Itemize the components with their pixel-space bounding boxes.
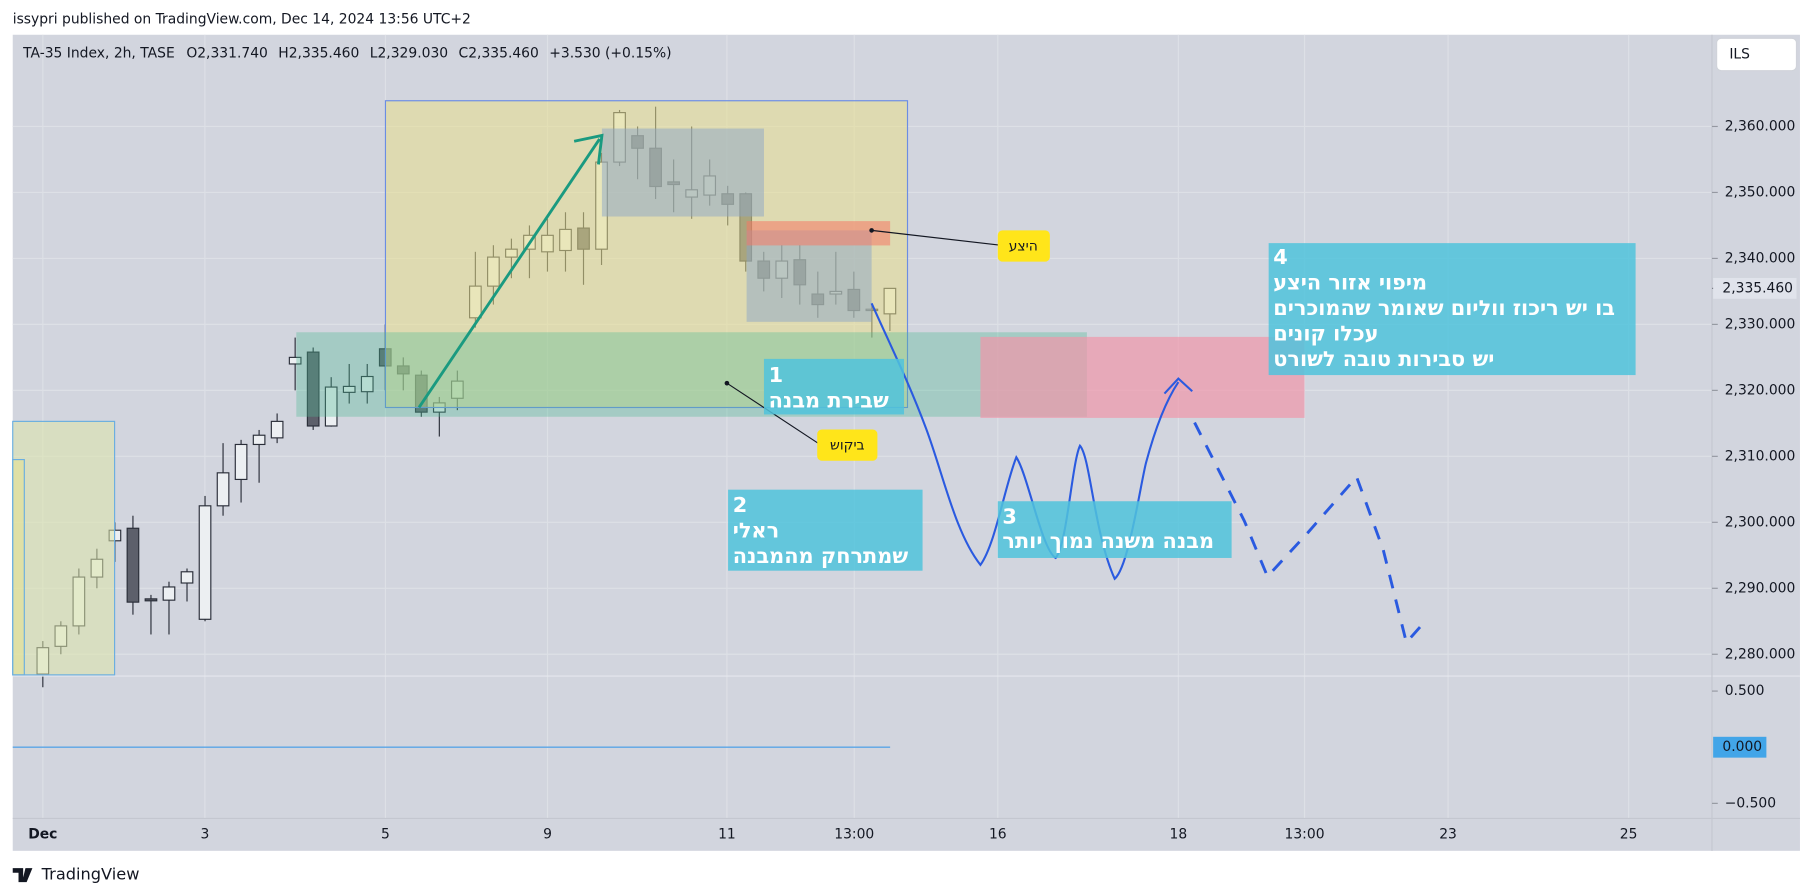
note-number: 3 [1002, 504, 1017, 528]
x-tick-label: 13:00 [1285, 827, 1325, 843]
currency-button[interactable] [1716, 37, 1798, 72]
label-box [997, 230, 1050, 262]
x-tick-label: 23 [1439, 827, 1457, 843]
range-box [746, 230, 872, 322]
note-line: שמתרחק מהמבנה [733, 544, 909, 568]
candle-body [342, 385, 356, 393]
supply-zone [746, 221, 891, 246]
brand: TradingView [41, 865, 140, 884]
publisher: issypri published on TradingView.com, De… [13, 12, 471, 28]
note-box [1268, 243, 1636, 376]
candle-body [270, 420, 284, 439]
demand-label: ביקוש [830, 438, 865, 454]
x-tick-label: 16 [989, 827, 1007, 843]
connector-dot [724, 380, 730, 386]
legend-value: H2,335.460 [278, 45, 359, 61]
y-tick-label: 2,290.000 [1725, 580, 1796, 596]
y-tick-label: −0.500 [1725, 795, 1776, 811]
zero-box [1713, 736, 1767, 758]
legend-value: +3.530 (+0.15%) [549, 45, 671, 61]
arrow [417, 138, 601, 409]
short-zone [980, 336, 1305, 418]
supply-label: היצע [1009, 239, 1038, 255]
note-box [728, 489, 923, 571]
zone-box [12, 458, 25, 676]
y-tick-label: 2,340.000 [1725, 250, 1796, 266]
x-tick-label: 9 [543, 827, 552, 843]
x-tick-label: 5 [381, 827, 390, 843]
candle-body [360, 375, 374, 393]
note-number: 4 [1273, 245, 1288, 269]
candle-body [162, 586, 176, 601]
note-line: מבנה משנה נמוך יותר [1002, 529, 1214, 553]
y-tick-label: 2,300.000 [1725, 514, 1796, 530]
currency[interactable]: ILS [1729, 46, 1750, 62]
legend-value: O2,331.740 [186, 45, 268, 61]
note-box [763, 358, 905, 415]
candle-body [126, 527, 140, 603]
note-line: מיפוי אזור היצע [1273, 271, 1427, 295]
note-line: ראלי [733, 518, 779, 542]
last-price-box [1713, 277, 1797, 299]
symbol: TA-35 Index, 2h, TASE [22, 45, 175, 61]
candle-body [216, 472, 230, 507]
note-line: שבירת מבנה [769, 389, 889, 413]
range-box [601, 128, 764, 217]
candle-body [288, 356, 302, 365]
candle-body [180, 571, 194, 584]
zone-box [12, 420, 116, 676]
note-box [997, 501, 1232, 558]
note-number: 2 [733, 493, 748, 517]
y-tick-label: 0.500 [1725, 683, 1765, 699]
candle-body [144, 598, 158, 602]
legend: TA-35 Index, 2h, TASE O2,331.740 H2,335.46… [22, 45, 671, 61]
y-tick-label: 2,330.000 [1725, 316, 1796, 332]
x-tick-label: 11 [718, 827, 736, 843]
y-tick-label: 2,350.000 [1725, 184, 1796, 200]
note-line: יש סבירות טובה לשורט [1273, 347, 1494, 371]
y-tick-label: 2,310.000 [1725, 448, 1796, 464]
x-tick-label: 18 [1170, 827, 1188, 843]
y-tick-label: 2,360.000 [1725, 118, 1796, 134]
x-tick-label: Dec [28, 827, 57, 843]
note-number: 1 [769, 363, 784, 387]
label-box [817, 429, 878, 461]
arrow-head [1163, 377, 1193, 395]
legend-value: L2,329.030 [370, 45, 448, 61]
candle-body [252, 434, 266, 446]
legend-value: C2,335.460 [459, 45, 539, 61]
note-line: עכלו קונים [1273, 322, 1378, 346]
projection-path [1193, 421, 1425, 646]
y-tick-label: 2,280.000 [1725, 646, 1796, 662]
x-tick-label: 3 [200, 827, 209, 843]
x-tick-label: 25 [1620, 827, 1638, 843]
drawings: היצע ביקוש [12, 100, 1425, 676]
candle-body [234, 443, 248, 481]
note-line: בו יש ריכוז ווליום שאומר שהמוכרים [1273, 296, 1615, 320]
zero-label: 0.000 [1722, 739, 1762, 755]
y-tick-label: 2,320.000 [1725, 382, 1796, 398]
candle-body [306, 351, 320, 427]
candle-body [198, 505, 212, 620]
connector [871, 229, 1003, 247]
candle-body [324, 386, 338, 427]
demand-zone [296, 332, 1087, 417]
last-price-label: 2,335.460 [1722, 280, 1793, 296]
arrow-head [573, 133, 604, 165]
logo [12, 868, 33, 883]
connector-dot [869, 228, 874, 233]
x-tick-label: 13:00 [834, 827, 874, 843]
